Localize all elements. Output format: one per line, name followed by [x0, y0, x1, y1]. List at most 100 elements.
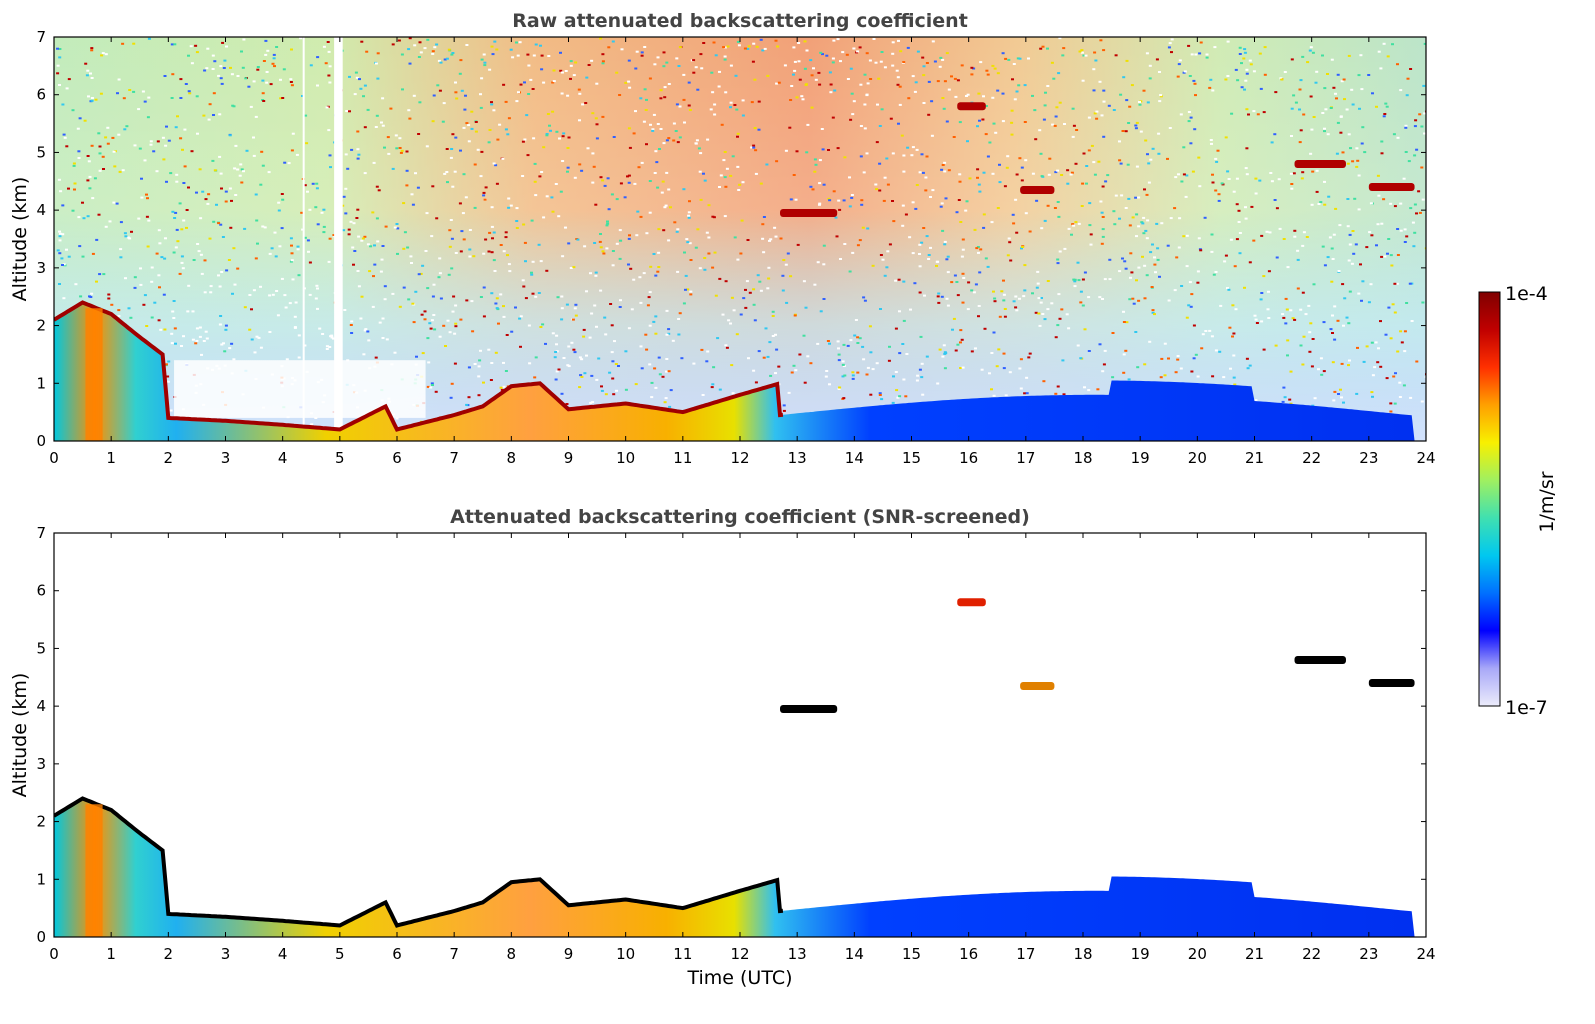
- y-tick-label: 0: [36, 928, 46, 946]
- y-tick-label: 7: [36, 28, 46, 46]
- y-tick-label: 7: [36, 524, 46, 542]
- x-tick-label: 11: [673, 449, 692, 467]
- y-tick-label: 6: [36, 582, 46, 600]
- colorbar-label: 1/m/sr: [1536, 471, 1558, 532]
- cloud-patch: [1020, 681, 1055, 690]
- colorbar-gradient: [1478, 291, 1501, 707]
- colorbar: 1e-4 1e-7 1/m/sr: [1478, 283, 1558, 719]
- x-tick-label: 22: [1302, 449, 1321, 467]
- x-tick-label: 18: [1073, 449, 1092, 467]
- x-tick-label: 22: [1302, 945, 1321, 963]
- x-tick-label: 6: [392, 449, 402, 467]
- x-tick-label: 13: [788, 945, 807, 963]
- x-tick-label: 4: [278, 945, 288, 963]
- boundary-layer: [54, 798, 1415, 937]
- y-axis-label: Altitude (km): [9, 177, 31, 302]
- chart-title: Raw attenuated backscattering coefficien…: [512, 10, 968, 32]
- residual-layer-streak: [85, 308, 103, 441]
- x-tick-label: 9: [564, 449, 574, 467]
- x-tick-label: 1: [106, 945, 116, 963]
- x-tick-label: 20: [1188, 449, 1207, 467]
- y-tick-label: 2: [36, 813, 46, 831]
- cloud-patch: [780, 705, 838, 714]
- x-tick-label: 23: [1359, 449, 1378, 467]
- x-axis-label: Time (UTC): [686, 967, 792, 989]
- x-tick-label: 21: [1245, 449, 1264, 467]
- y-tick-label: 1: [36, 374, 46, 392]
- cloud-patch: [1368, 183, 1415, 192]
- x-tick-label: 15: [902, 945, 921, 963]
- x-tick-label: 9: [564, 945, 574, 963]
- x-tick-label: 5: [335, 945, 345, 963]
- y-tick-label: 0: [36, 432, 46, 450]
- colorbar-max-label: 1e-4: [1505, 283, 1548, 305]
- cloud-patch: [780, 209, 838, 218]
- x-tick-label: 3: [221, 945, 231, 963]
- residual-layer-streak: [85, 804, 103, 937]
- x-tick-label: 16: [959, 449, 978, 467]
- x-tick-label: 24: [1416, 449, 1435, 467]
- x-tick-label: 17: [1016, 449, 1035, 467]
- colorbar-min-label: 1e-7: [1505, 697, 1548, 719]
- x-tick-label: 12: [730, 449, 749, 467]
- x-tick-label: 2: [164, 945, 174, 963]
- x-tick-label: 23: [1359, 945, 1378, 963]
- x-tick-label: 14: [845, 449, 864, 467]
- x-tick-label: 16: [959, 945, 978, 963]
- x-tick-label: 8: [507, 945, 517, 963]
- x-tick-label: 7: [449, 945, 459, 963]
- x-tick-label: 21: [1245, 945, 1264, 963]
- x-tick-label: 19: [1131, 449, 1150, 467]
- boundary-layer: [54, 302, 1415, 441]
- x-tick-label: 7: [449, 449, 459, 467]
- y-tick-label: 4: [36, 697, 46, 715]
- cloud-patch: [1368, 679, 1415, 688]
- y-tick-label: 5: [36, 143, 46, 161]
- x-tick-label: 5: [335, 449, 345, 467]
- x-tick-label: 8: [507, 449, 517, 467]
- x-tick-label: 1: [106, 449, 116, 467]
- cloud-patch: [1020, 185, 1055, 194]
- x-tick-label: 6: [392, 945, 402, 963]
- x-tick-label: 15: [902, 449, 921, 467]
- x-tick-label: 10: [616, 945, 635, 963]
- x-tick-label: 0: [49, 449, 59, 467]
- data-gap: [302, 37, 305, 441]
- cloud-patch: [1294, 655, 1346, 664]
- y-tick-label: 2: [36, 317, 46, 335]
- x-tick-label: 14: [845, 945, 864, 963]
- x-tick-label: 4: [278, 449, 288, 467]
- boundary-layer-top: [54, 796, 784, 928]
- cloud-patch: [1294, 159, 1346, 168]
- x-tick-label: 19: [1131, 945, 1150, 963]
- x-tick-label: 18: [1073, 945, 1092, 963]
- y-tick-label: 1: [36, 870, 46, 888]
- y-tick-label: 4: [36, 201, 46, 219]
- cloud-patch: [957, 598, 986, 607]
- data-gap: [334, 37, 343, 441]
- x-tick-label: 10: [616, 449, 635, 467]
- snr-screened-panel: 0 1 2 3 4 5 6 7 8 9 10 11 12 13 14 15 16 17 18 19 20 21 22 23 24…: [9, 506, 1436, 989]
- x-tick-label: 11: [673, 945, 692, 963]
- y-tick-label: 3: [36, 259, 46, 277]
- x-tick-label: 20: [1188, 945, 1207, 963]
- boundary-layer-top: [54, 300, 784, 432]
- raw-backscatter-panel: 0 1 2 3 4 5 6 7 8 9 10 11 12 13 14 15 16 17 18 19 20 21 22 23 24…: [9, 10, 1436, 467]
- x-tick-label: 17: [1016, 945, 1035, 963]
- x-tick-label: 24: [1416, 945, 1435, 963]
- y-axis-label: Altitude (km): [9, 673, 31, 798]
- x-tick-label: 2: [164, 449, 174, 467]
- x-tick-label: 13: [788, 449, 807, 467]
- plot-background: [54, 533, 1426, 937]
- cloud-patch: [957, 102, 986, 111]
- plot-area: [54, 37, 1426, 441]
- chart-title: Attenuated backscattering coefficient (S…: [450, 506, 1030, 528]
- y-tick-label: 3: [36, 755, 46, 773]
- x-tick-label: 3: [221, 449, 231, 467]
- plot-area: [54, 533, 1426, 937]
- x-tick-label: 0: [49, 945, 59, 963]
- x-tick-label: 12: [730, 945, 749, 963]
- y-tick-label: 6: [36, 86, 46, 104]
